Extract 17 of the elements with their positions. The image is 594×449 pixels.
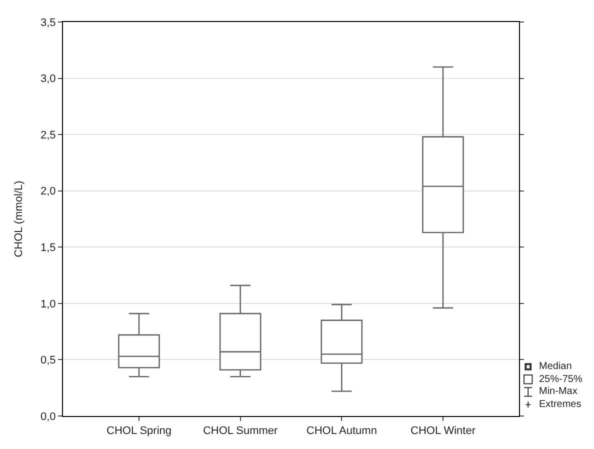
y-tick-label: 2,0	[40, 186, 56, 198]
y-tick-label: 3,5	[40, 16, 56, 29]
text: Min-Max	[539, 386, 578, 397]
text: Extremes	[539, 399, 582, 410]
y-tick-label: 1,5	[40, 242, 56, 254]
y-tick-label: 2,5	[40, 129, 56, 142]
x-tick-label: CHOL Spring	[106, 425, 172, 438]
y-tick-label: 0,5	[40, 354, 56, 367]
y-tick-label: 0,0	[40, 410, 56, 423]
x-tick-label: CHOL Summer	[202, 425, 278, 438]
x-tick-label: CHOL Autumn	[306, 425, 377, 438]
y-tick-label: 3,0	[40, 73, 56, 86]
y-tick-label: 1,0	[40, 298, 56, 310]
text: 25%-75%	[539, 374, 582, 385]
y-axis-title: CHOL (mmol/L)	[13, 180, 26, 258]
text: Median	[539, 361, 572, 372]
x-tick-label: CHOL Winter	[410, 425, 476, 438]
